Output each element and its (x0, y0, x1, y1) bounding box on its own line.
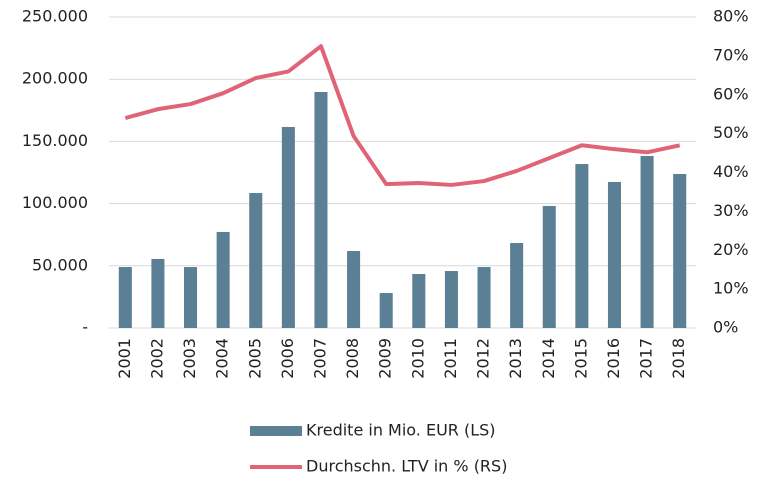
y-tick-label: 250.000 (22, 7, 88, 26)
x-tick-label: 2009 (376, 338, 395, 379)
x-tick-label: 2001 (115, 338, 134, 379)
bar (216, 231, 230, 328)
bar (607, 181, 621, 328)
bar (477, 267, 491, 328)
y2-tick-label: 60% (713, 84, 749, 103)
bar (640, 155, 654, 328)
y2-tick-label: 40% (713, 162, 749, 181)
bar (184, 267, 198, 328)
bar (379, 293, 393, 328)
bar (444, 271, 458, 328)
y-tick-label: 100.000 (22, 193, 88, 212)
legend-swatch (250, 426, 302, 436)
bar (347, 250, 361, 328)
y-tick-label: 50.000 (32, 255, 88, 274)
y2-tick-label: 20% (713, 240, 749, 259)
y2-tick-label: 30% (713, 201, 749, 220)
bar (151, 258, 165, 328)
y2-tick-label: 70% (713, 45, 749, 64)
line (124, 44, 681, 187)
x-tick-label: 2002 (147, 338, 166, 379)
bar (412, 274, 426, 328)
x-tick-label: 2016 (604, 338, 623, 379)
x-tick-label: 2015 (571, 338, 590, 379)
x-tick-label: 2018 (669, 338, 688, 379)
bar (575, 164, 589, 328)
x-tick-label: 2006 (278, 338, 297, 379)
legend-label: Durchschn. LTV in % (RS) (306, 457, 507, 476)
bar (281, 126, 295, 328)
y-tick-label: 200.000 (22, 69, 88, 88)
x-tick-label: 2013 (506, 338, 525, 379)
bar (314, 92, 328, 328)
x-tick-label: 2017 (637, 338, 656, 379)
y-tick-label: 150.000 (22, 131, 88, 150)
legend-label: Kredite in Mio. EUR (LS) (306, 421, 496, 440)
x-tick-label: 2010 (408, 338, 427, 379)
y2-tick-label: 80% (713, 7, 749, 26)
x-tick-label: 2005 (245, 338, 264, 379)
x-tick-label: 2007 (310, 338, 329, 379)
x-tick-label: 2004 (213, 338, 232, 379)
y2-tick-label: 10% (713, 279, 749, 298)
bar (249, 193, 263, 328)
x-tick-label: 2011 (441, 338, 460, 379)
y-tick-label: - (82, 318, 88, 337)
x-tick-label: 2012 (474, 338, 493, 379)
y2-tick-label: 50% (713, 123, 749, 142)
bar (542, 205, 556, 328)
x-tick-label: 2008 (343, 338, 362, 379)
bar (510, 243, 524, 328)
bar (673, 173, 687, 328)
x-tick-label: 2014 (539, 338, 558, 379)
y2-tick-label: 0% (713, 318, 738, 337)
bar (118, 267, 132, 328)
x-tick-label: 2003 (180, 338, 199, 379)
